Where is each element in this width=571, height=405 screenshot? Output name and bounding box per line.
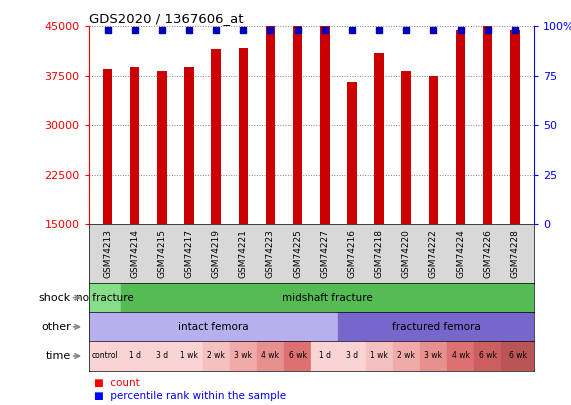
Text: 3 d: 3 d xyxy=(346,352,358,360)
Bar xyxy=(429,76,438,224)
Bar xyxy=(339,312,534,341)
Text: 1 d: 1 d xyxy=(319,352,331,360)
Text: 6 wk: 6 wk xyxy=(288,352,307,360)
Text: 2 wk: 2 wk xyxy=(207,352,225,360)
Text: GSM74215: GSM74215 xyxy=(158,229,166,278)
Text: GSM74223: GSM74223 xyxy=(266,229,275,278)
Bar xyxy=(401,71,411,224)
Bar xyxy=(103,69,112,224)
Text: 6 wk: 6 wk xyxy=(509,352,526,360)
Bar xyxy=(184,67,194,224)
Text: time: time xyxy=(46,351,71,361)
Bar xyxy=(148,341,175,371)
Text: intact femora: intact femora xyxy=(178,322,249,332)
Text: no fracture: no fracture xyxy=(76,293,134,303)
Text: GSM74219: GSM74219 xyxy=(212,229,220,278)
Text: GSM74220: GSM74220 xyxy=(402,229,411,278)
Bar xyxy=(339,341,365,371)
Bar xyxy=(420,341,447,371)
Text: GSM74218: GSM74218 xyxy=(375,229,384,278)
Bar xyxy=(393,341,420,371)
Text: midshaft fracture: midshaft fracture xyxy=(282,293,373,303)
Text: ■  count: ■ count xyxy=(94,377,140,388)
Text: shock: shock xyxy=(38,293,71,303)
Bar xyxy=(347,83,357,224)
Text: GSM74222: GSM74222 xyxy=(429,229,438,278)
Text: 4 wk: 4 wk xyxy=(262,352,279,360)
Text: GSM74224: GSM74224 xyxy=(456,229,465,278)
Text: GSM74225: GSM74225 xyxy=(293,229,302,278)
Bar xyxy=(266,23,275,224)
Text: ■  percentile rank within the sample: ■ percentile rank within the sample xyxy=(94,391,286,401)
Bar xyxy=(211,49,221,224)
Text: other: other xyxy=(41,322,71,332)
Text: control: control xyxy=(91,352,118,360)
Text: 3 d: 3 d xyxy=(156,352,168,360)
Bar xyxy=(375,53,384,224)
Text: 1 wk: 1 wk xyxy=(180,352,198,360)
Text: GSM74228: GSM74228 xyxy=(510,229,520,278)
Text: 4 wk: 4 wk xyxy=(452,352,469,360)
Text: fractured femora: fractured femora xyxy=(392,322,480,332)
Text: 6 wk: 6 wk xyxy=(478,352,497,360)
Text: 3 wk: 3 wk xyxy=(424,352,443,360)
Bar xyxy=(284,341,311,371)
Bar xyxy=(239,48,248,224)
Text: GSM74226: GSM74226 xyxy=(483,229,492,278)
Bar xyxy=(447,341,474,371)
Bar xyxy=(320,10,329,224)
Bar xyxy=(175,341,203,371)
Text: 1 d: 1 d xyxy=(128,352,140,360)
Bar xyxy=(89,312,339,341)
Bar xyxy=(121,341,148,371)
Bar xyxy=(89,283,121,312)
Bar xyxy=(230,341,257,371)
Text: GSM74216: GSM74216 xyxy=(347,229,356,278)
Text: GSM74227: GSM74227 xyxy=(320,229,329,278)
Bar xyxy=(293,0,303,224)
Text: GSM74213: GSM74213 xyxy=(103,229,112,278)
Bar xyxy=(483,0,492,224)
Text: GSM74217: GSM74217 xyxy=(184,229,194,278)
Text: 2 wk: 2 wk xyxy=(397,352,415,360)
Text: GSM74214: GSM74214 xyxy=(130,229,139,278)
Bar xyxy=(89,341,121,371)
Bar xyxy=(474,341,501,371)
Bar xyxy=(130,67,139,224)
Text: GSM74221: GSM74221 xyxy=(239,229,248,278)
Bar xyxy=(157,70,167,224)
Text: 3 wk: 3 wk xyxy=(234,352,252,360)
Bar xyxy=(365,341,393,371)
Bar xyxy=(456,30,465,224)
Bar xyxy=(501,341,534,371)
Bar xyxy=(203,341,230,371)
Text: GDS2020 / 1367606_at: GDS2020 / 1367606_at xyxy=(89,12,243,25)
Text: 1 wk: 1 wk xyxy=(370,352,388,360)
Bar xyxy=(311,341,339,371)
Bar xyxy=(257,341,284,371)
Bar xyxy=(510,30,520,224)
